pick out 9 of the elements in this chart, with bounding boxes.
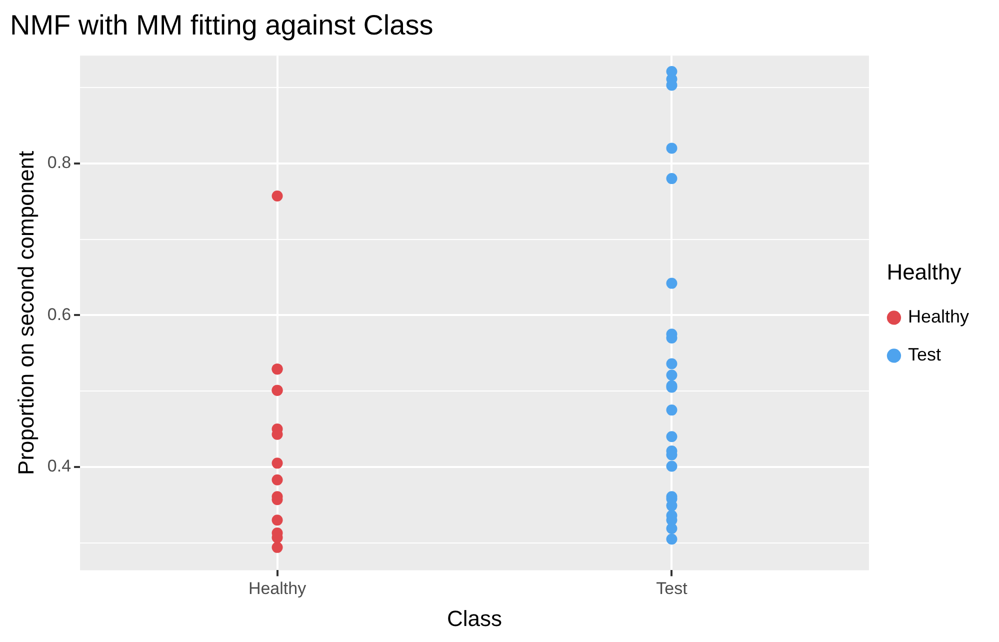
legend-label: Test xyxy=(908,344,941,365)
y-tick-label: 0.6 xyxy=(47,304,72,324)
legend-title: Healthy xyxy=(886,259,962,284)
legend-label: Healthy xyxy=(908,306,969,327)
y-tick-label: 0.4 xyxy=(47,456,72,476)
y-tick-label: 0.8 xyxy=(47,153,72,172)
chart-title: NMF with MM fitting against Class xyxy=(10,10,434,41)
x-axis-title: Class xyxy=(446,606,502,631)
y-axis-title: Proportion on second component xyxy=(13,150,38,475)
